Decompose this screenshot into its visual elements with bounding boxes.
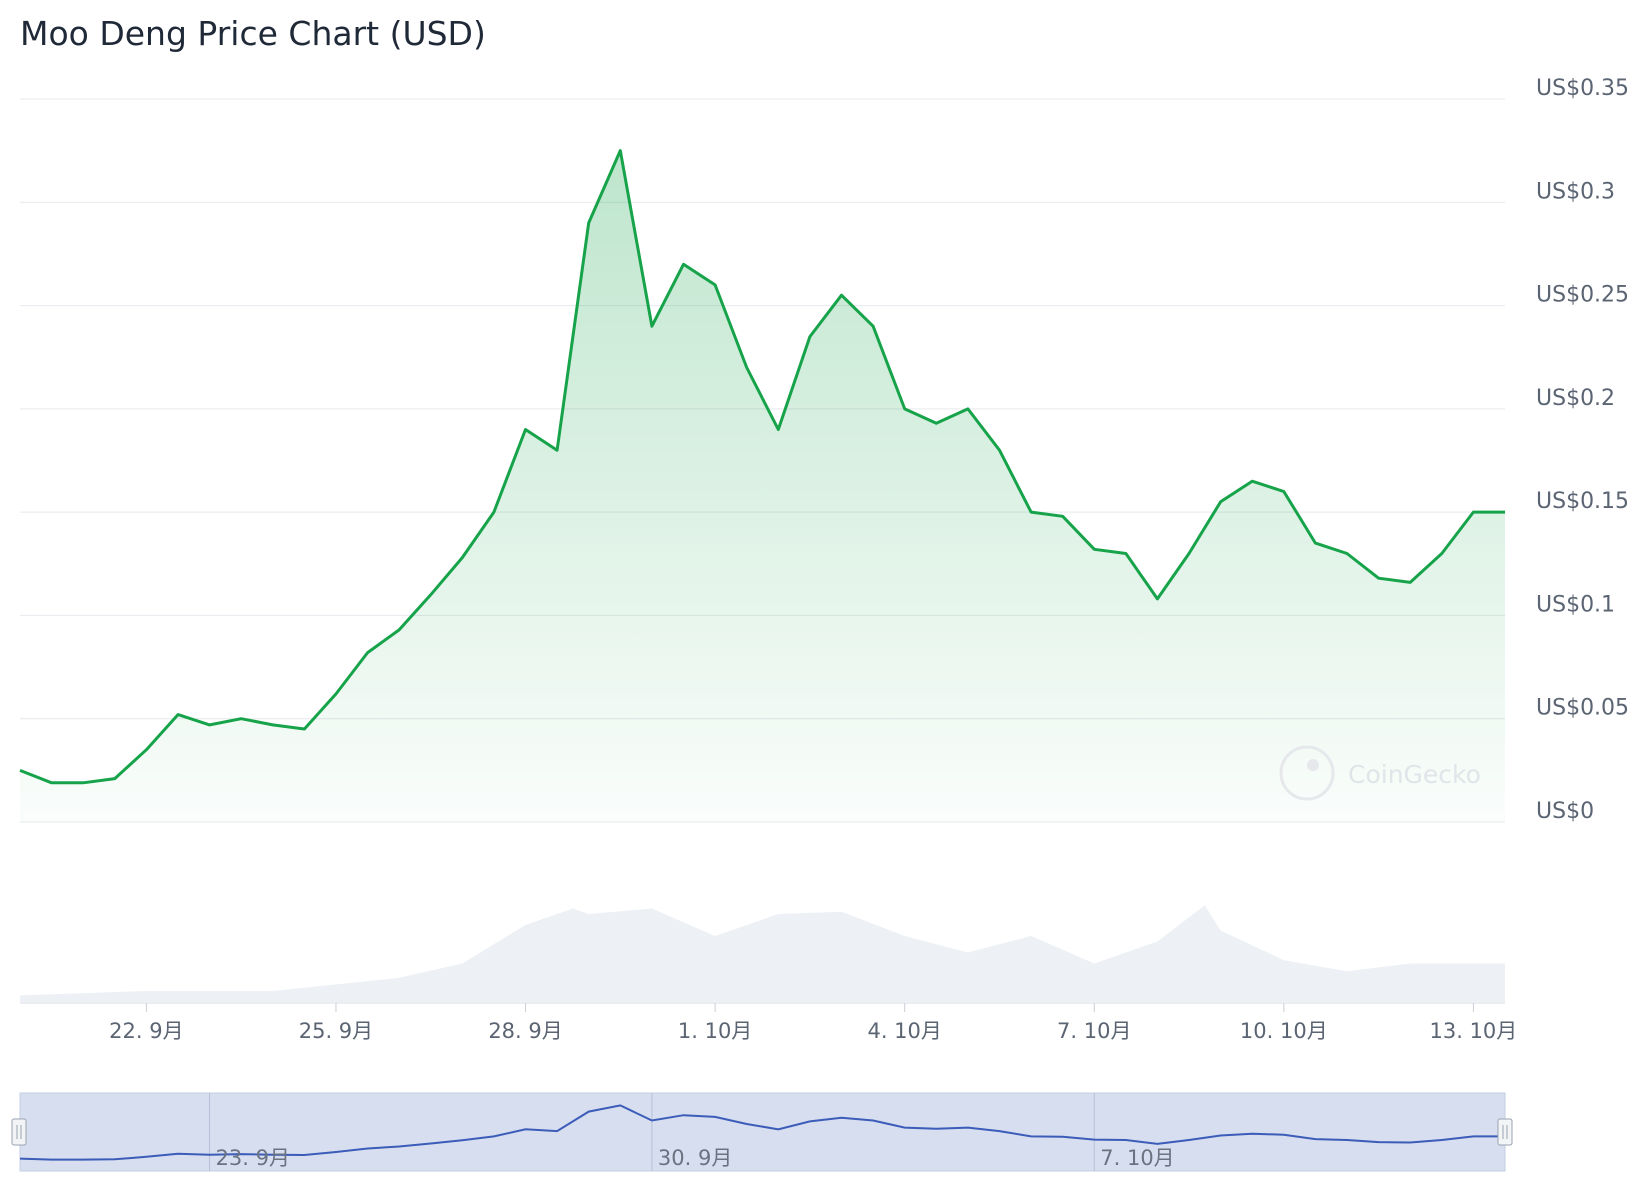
- y-tick-label: US$0.2: [1536, 386, 1615, 411]
- navigator-left-handle[interactable]: [11, 1118, 27, 1146]
- y-axis-labels: US$0 US$0.05 US$0.1 US$0.15 US$0.2 US$0.25 US$…: [1536, 76, 1629, 824]
- range-navigator[interactable]: 23. 9月 30. 9月 7. 10月: [11, 1092, 1513, 1172]
- navigator-date-label: 7. 10月: [1100, 1146, 1174, 1170]
- x-axis-labels: 22. 9月 25. 9月 28. 9月 1. 10月 4. 10月 7. 10月 10. …: [20, 1002, 1518, 1043]
- y-tick-label: US$0.35: [1536, 76, 1629, 101]
- y-tick-label: US$0.3: [1536, 179, 1615, 204]
- coingecko-watermark: CoinGecko: [1279, 745, 1481, 801]
- coingecko-logo-icon: [1279, 745, 1335, 801]
- navigator-date-label: 23. 9月: [216, 1146, 290, 1170]
- x-tick-label: 1. 10月: [678, 1019, 752, 1043]
- y-tick-label: US$0.25: [1536, 283, 1629, 308]
- x-tick-label: 13. 10月: [1430, 1019, 1518, 1043]
- price-line: [19, 149, 1505, 785]
- y-tick-label: US$0.15: [1536, 489, 1629, 514]
- coingecko-logo-eye: [1307, 759, 1319, 771]
- y-tick-label: US$0: [1536, 799, 1594, 824]
- x-tick-label: 7. 10月: [1057, 1019, 1131, 1043]
- volume-area-shape: [20, 905, 1505, 1002]
- volume-area: [20, 905, 1505, 1002]
- price-area: [19, 149, 1505, 823]
- navigator-series-line: [19, 1104, 1505, 1161]
- price-area-fill: [20, 150, 1505, 823]
- x-tick-label: 22. 9月: [109, 1019, 183, 1043]
- x-tick-label: 4. 10月: [867, 1019, 941, 1043]
- chart-title: Moo Deng Price Chart (USD): [20, 14, 486, 53]
- y-tick-label: US$0.1: [1536, 592, 1615, 617]
- navigator-right-handle[interactable]: [1497, 1118, 1513, 1146]
- y-tick-label: US$0.05: [1536, 696, 1629, 721]
- x-tick-label: 25. 9月: [299, 1019, 373, 1043]
- navigator-date-label: 30. 9月: [658, 1146, 732, 1170]
- x-tick-label: 28. 9月: [488, 1019, 562, 1043]
- watermark-text: CoinGecko: [1348, 760, 1481, 789]
- x-tick-label: 10. 10月: [1240, 1019, 1328, 1043]
